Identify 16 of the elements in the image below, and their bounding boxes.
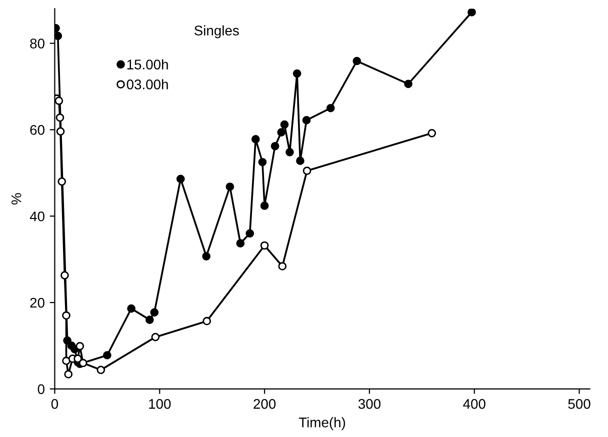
y-tick-label: 0 (38, 384, 44, 394)
x-tick-label: 100 (149, 399, 171, 409)
y-tick-label: 60 (30, 125, 44, 135)
y-tick-label: 40 (30, 211, 44, 222)
legend-label: 03.00h (126, 79, 168, 90)
legend-label: 15.00h (127, 59, 168, 70)
y-tick-label: 20 (30, 298, 44, 308)
x-tick-label: 200 (254, 399, 276, 409)
text: Singles (194, 25, 239, 38)
x-tick-label: 400 (463, 399, 486, 409)
x-tick-label: 500 (568, 399, 590, 409)
x-axis-title: Time(h) (298, 417, 346, 430)
y-axis-title: % (11, 193, 22, 205)
x-tick-label: 300 (358, 399, 380, 409)
y-tick-label: 80 (30, 38, 44, 48)
x-tick-label: 0 (51, 399, 58, 409)
